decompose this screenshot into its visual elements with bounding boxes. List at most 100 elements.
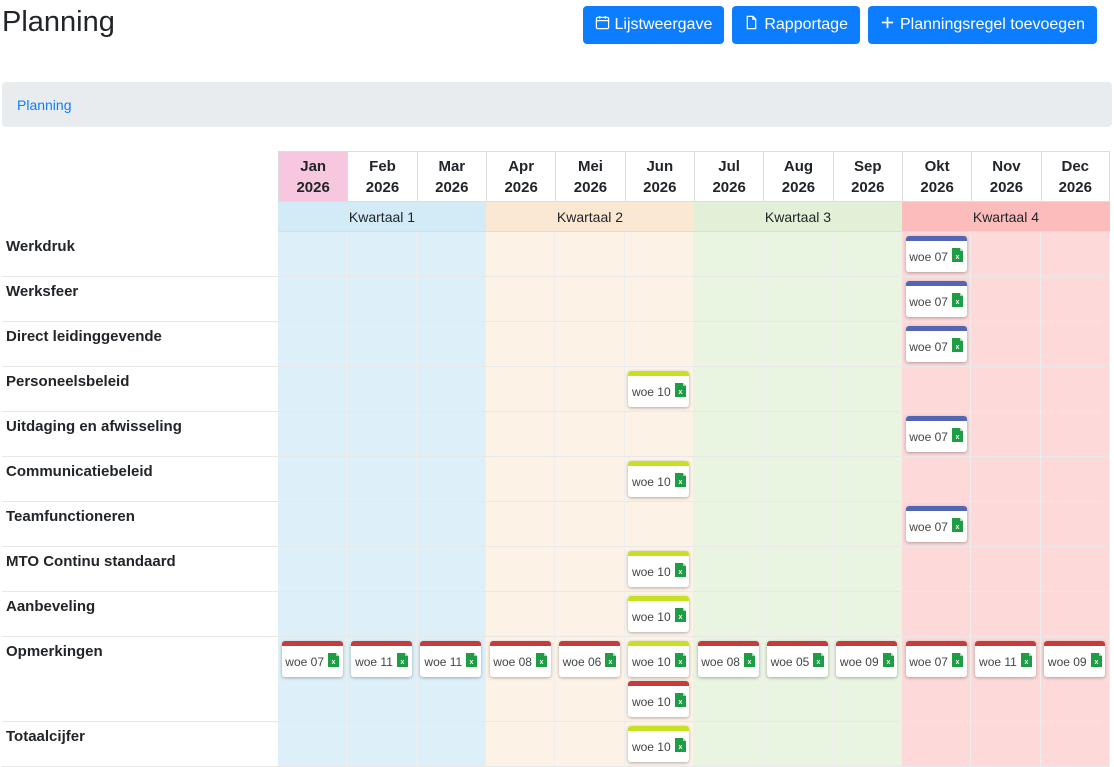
planning-cell[interactable]	[901, 457, 972, 502]
planning-cell[interactable]	[693, 412, 764, 457]
planning-cell[interactable]	[347, 592, 417, 637]
planning-cell[interactable]	[485, 412, 556, 457]
planning-cell[interactable]	[416, 592, 486, 637]
planning-cell[interactable]	[971, 277, 1041, 322]
planning-cell[interactable]	[693, 592, 764, 637]
planning-cell[interactable]	[763, 722, 833, 767]
planning-item[interactable]: woe 08 x	[489, 641, 551, 677]
planning-cell[interactable]	[1040, 367, 1110, 412]
planning-item[interactable]: woe 07 x	[905, 326, 967, 362]
planning-cell[interactable]	[278, 277, 348, 322]
planning-cell[interactable]	[416, 457, 486, 502]
report-button[interactable]: Rapportage	[732, 6, 860, 44]
planning-cell[interactable]	[416, 722, 486, 767]
planning-cell[interactable]	[1040, 412, 1110, 457]
planning-cell[interactable]	[416, 412, 486, 457]
planning-cell[interactable]	[278, 502, 348, 547]
planning-cell[interactable]	[971, 457, 1041, 502]
planning-cell[interactable]: woe 07 x	[901, 412, 972, 457]
planning-cell[interactable]	[832, 232, 902, 277]
planning-cell[interactable]	[416, 232, 486, 277]
planning-cell[interactable]	[485, 722, 556, 767]
planning-cell[interactable]	[832, 457, 902, 502]
planning-cell[interactable]	[555, 367, 625, 412]
planning-cell[interactable]: woe 07 x	[901, 502, 972, 547]
planning-cell[interactable]	[693, 502, 764, 547]
planning-cell[interactable]	[416, 367, 486, 412]
planning-cell[interactable]	[278, 322, 348, 367]
planning-cell[interactable]	[485, 277, 556, 322]
planning-item[interactable]: woe 07 x	[905, 236, 967, 272]
planning-cell[interactable]	[693, 277, 764, 322]
excel-icon[interactable]: x	[743, 653, 755, 670]
excel-icon[interactable]: x	[674, 473, 686, 490]
excel-icon[interactable]: x	[813, 653, 825, 670]
planning-cell[interactable]	[763, 502, 833, 547]
planning-cell[interactable]	[971, 502, 1041, 547]
excel-icon[interactable]: x	[951, 338, 963, 355]
planning-cell[interactable]	[485, 502, 556, 547]
planning-cell[interactable]	[416, 277, 486, 322]
planning-cell[interactable]: woe 08 x	[485, 637, 556, 722]
excel-icon[interactable]: x	[951, 293, 963, 310]
planning-item[interactable]: woe 08 x	[697, 641, 759, 677]
excel-icon[interactable]: x	[674, 738, 686, 755]
planning-cell[interactable]	[347, 722, 417, 767]
planning-cell[interactable]	[901, 547, 972, 592]
planning-cell[interactable]	[971, 367, 1041, 412]
planning-cell[interactable]	[485, 457, 556, 502]
list-view-button[interactable]: Lijstweergave	[582, 6, 725, 44]
planning-cell[interactable]	[832, 547, 902, 592]
planning-cell[interactable]	[278, 232, 348, 277]
planning-cell[interactable]	[1040, 322, 1110, 367]
planning-cell[interactable]	[971, 232, 1041, 277]
planning-cell[interactable]	[555, 232, 625, 277]
planning-cell[interactable]	[624, 277, 694, 322]
planning-cell[interactable]	[832, 367, 902, 412]
excel-icon[interactable]: x	[951, 428, 963, 445]
planning-cell[interactable]	[278, 367, 348, 412]
planning-cell[interactable]: woe 07 x	[901, 232, 972, 277]
planning-cell[interactable]: woe 10 x	[624, 457, 694, 502]
planning-cell[interactable]	[485, 232, 556, 277]
planning-cell[interactable]	[347, 457, 417, 502]
planning-cell[interactable]: woe 11 x	[416, 637, 486, 722]
planning-cell[interactable]	[485, 367, 556, 412]
planning-cell[interactable]	[763, 322, 833, 367]
planning-item[interactable]: woe 10 x	[628, 551, 690, 587]
planning-cell[interactable]	[832, 412, 902, 457]
excel-icon[interactable]: x	[328, 653, 339, 670]
planning-cell[interactable]	[971, 322, 1041, 367]
planning-cell[interactable]	[832, 722, 902, 767]
excel-icon[interactable]: x	[1020, 653, 1032, 670]
planning-cell[interactable]	[901, 367, 972, 412]
excel-icon[interactable]: x	[535, 653, 547, 670]
breadcrumb-planning-link[interactable]: Planning	[17, 96, 72, 113]
planning-cell[interactable]	[555, 277, 625, 322]
planning-cell[interactable]	[555, 322, 625, 367]
excel-icon[interactable]: x	[396, 653, 408, 670]
planning-cell[interactable]: woe 09 x	[1040, 637, 1110, 722]
planning-cell[interactable]	[278, 722, 348, 767]
planning-cell[interactable]	[624, 232, 694, 277]
planning-item[interactable]: woe 10 x	[628, 681, 690, 717]
planning-item[interactable]: woe 07 x	[905, 281, 967, 317]
excel-icon[interactable]: x	[466, 653, 478, 670]
planning-cell[interactable]	[763, 592, 833, 637]
planning-cell[interactable]	[555, 457, 625, 502]
planning-item[interactable]: woe 10 x	[628, 596, 690, 632]
planning-cell[interactable]	[693, 547, 764, 592]
excel-icon[interactable]: x	[674, 693, 686, 710]
planning-item[interactable]: woe 10 x	[628, 461, 690, 497]
planning-cell[interactable]: woe 07 x	[901, 637, 972, 722]
planning-cell[interactable]	[832, 277, 902, 322]
planning-cell[interactable]	[763, 547, 833, 592]
planning-cell[interactable]	[278, 547, 348, 592]
planning-cell[interactable]	[1040, 232, 1110, 277]
planning-cell[interactable]	[347, 412, 417, 457]
planning-cell[interactable]	[971, 592, 1041, 637]
planning-cell[interactable]	[971, 412, 1041, 457]
planning-cell[interactable]	[693, 457, 764, 502]
planning-cell[interactable]	[763, 367, 833, 412]
planning-cell[interactable]	[347, 277, 417, 322]
